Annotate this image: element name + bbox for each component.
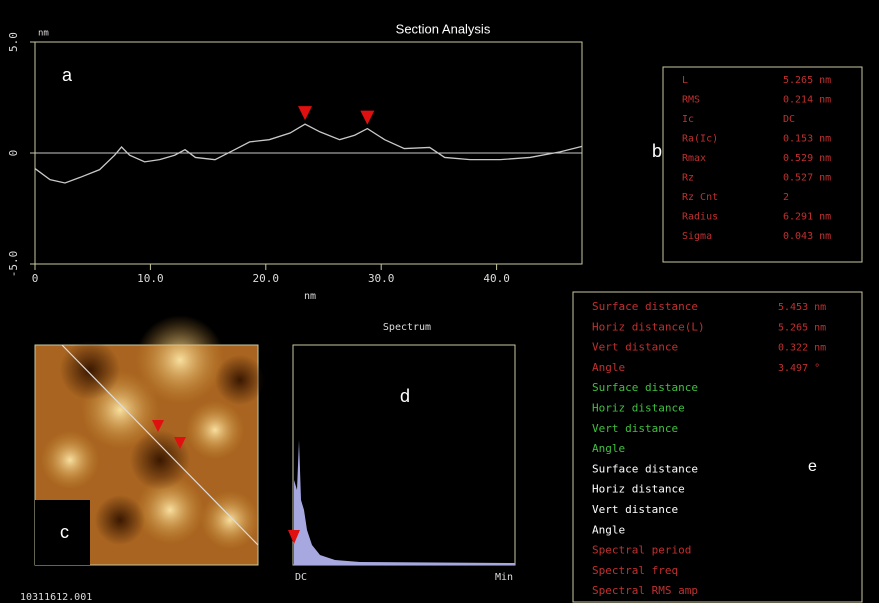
measurement-label: Vert distance (592, 341, 678, 354)
measurement-value: 0.322 nm (778, 343, 826, 354)
y-tick-label: 5.0 (7, 32, 20, 52)
measurement-label: Spectral period (592, 544, 691, 557)
measurement-label: Horiz distance (592, 402, 685, 415)
panel-label: c (60, 522, 69, 542)
measurement-value: 5.453 nm (778, 302, 826, 313)
roughness-label: Ra(Ic) (682, 134, 718, 145)
x-tick-label: 0 (32, 272, 39, 285)
measurement-label: Angle (592, 442, 625, 455)
spectrum-title: Spectrum (383, 322, 431, 333)
measurement-label: Surface distance (592, 462, 698, 475)
roughness-label: Rmax (682, 153, 706, 164)
roughness-value: 0.214 nm (783, 95, 831, 106)
roughness-value: 0.529 nm (783, 153, 831, 164)
cursor-marker (360, 111, 374, 125)
measurement-value: 5.265 nm (778, 322, 826, 333)
measurement-label: Horiz distance(L) (592, 320, 705, 333)
measurement-label: Surface distance (592, 381, 698, 394)
roughness-value: 2 (783, 192, 789, 203)
measurement-value: 3.497 ° (778, 363, 820, 374)
measurement-label: Angle (592, 523, 625, 536)
y-unit: nm (38, 29, 49, 39)
measurement-label: Angle (592, 361, 625, 374)
panel-label: b (652, 141, 662, 161)
measurement-label: Vert distance (592, 503, 678, 516)
spectrum-end: Min (495, 572, 513, 583)
roughness-value: 5.265 nm (783, 75, 831, 86)
roughness-value: DC (783, 114, 795, 125)
screen: Section Analysis nm nm a b c 10311612.00… (0, 0, 879, 603)
panel-label: d (400, 386, 410, 406)
measurement-label: Horiz distance (592, 483, 685, 496)
roughness-label: Rz Cnt (682, 192, 718, 203)
roughness-label: L (682, 75, 688, 86)
panel-label: e (808, 458, 817, 475)
spectrum-bars (294, 440, 515, 565)
roughness-label: Radius (682, 212, 718, 223)
roughness-value: 0.043 nm (783, 231, 831, 242)
measurement-label: Surface distance (592, 300, 698, 313)
cursor-marker (298, 106, 312, 120)
afm-image (35, 315, 265, 565)
page: {"title": "Section Analysis", "section_p… (0, 0, 879, 603)
roughness-value: 0.153 nm (783, 134, 831, 145)
roughness-label: Ic (682, 114, 694, 125)
spectrum-frame (293, 345, 515, 565)
panel-label: a (62, 65, 73, 85)
x-tick-label: 20.0 (253, 272, 280, 285)
measurement-label: Vert distance (592, 422, 678, 435)
y-tick-label: 0 (7, 150, 20, 157)
x-tick-label: 10.0 (137, 272, 164, 285)
profile-line (35, 124, 582, 183)
x-tick-label: 40.0 (483, 272, 510, 285)
roughness-label: Sigma (682, 231, 712, 242)
roughness-value: 0.527 nm (783, 173, 831, 184)
roughness-label: Rz (682, 173, 694, 184)
spectrum-start: DC (295, 572, 307, 583)
roughness-label: RMS (682, 95, 700, 106)
y-tick-label: -5.0 (7, 251, 20, 278)
window-title: Section Analysis (396, 21, 491, 36)
x-tick-label: 30.0 (368, 272, 395, 285)
file-name: 10311612.001 (20, 592, 92, 603)
measurement-label: Spectral freq (592, 564, 678, 577)
roughness-value: 6.291 nm (783, 212, 831, 223)
x-label: nm (304, 291, 316, 302)
measurement-label: Spectral RMS amp (592, 584, 698, 597)
